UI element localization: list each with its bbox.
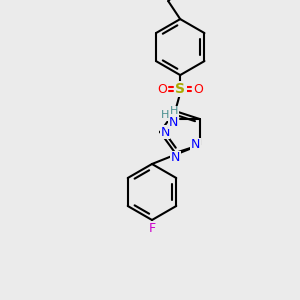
Text: N: N	[170, 152, 180, 164]
Text: S: S	[175, 82, 185, 96]
Text: N: N	[191, 138, 200, 152]
Text: O: O	[193, 82, 203, 96]
Text: F: F	[148, 221, 156, 235]
Text: H: H	[169, 106, 178, 116]
Text: N: N	[169, 116, 178, 129]
Text: N: N	[160, 125, 170, 139]
Text: O: O	[157, 82, 167, 96]
Text: H: H	[160, 110, 169, 120]
